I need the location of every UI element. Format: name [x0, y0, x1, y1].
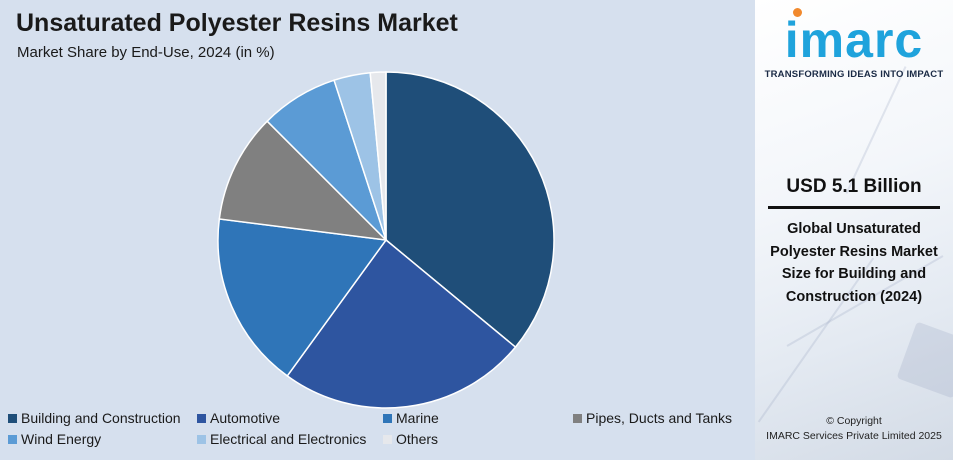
legend-item-pipes-ducts-tanks: Pipes, Ducts and Tanks	[573, 410, 732, 426]
divider	[768, 206, 940, 209]
legend-item-electrical-electronics: Electrical and Electronics	[197, 431, 366, 447]
legend-label: Pipes, Ducts and Tanks	[586, 410, 733, 426]
chart-panel: Unsaturated Polyester Resins Market Mark…	[8, 9, 753, 454]
legend-label: Others	[396, 431, 439, 447]
pie-slice-marine	[217, 218, 388, 377]
legend-swatch	[8, 413, 17, 423]
legend-swatch	[8, 434, 17, 444]
info-sidebar: imarc TRANSFORMING IDEAS INTO IMPACT USD…	[755, 0, 953, 460]
legend-swatch	[573, 413, 582, 423]
logo-text: imarc	[784, 12, 924, 68]
copyright: © Copyright IMARC Services Private Limit…	[755, 414, 953, 444]
legend-swatch	[197, 413, 206, 423]
market-value: USD 5.1 Billion	[786, 176, 922, 197]
legend-swatch	[383, 413, 392, 423]
legend-label: Electrical and Electronics	[210, 431, 367, 447]
pie-chart	[217, 71, 555, 409]
logo-dot-icon	[792, 8, 802, 17]
pie-slice-pipes-ducts-and-tanks	[218, 120, 389, 242]
imarc-logo: imarc TRANSFORMING IDEAS INTO IMPACT	[755, 8, 953, 80]
legend-label: Automotive	[210, 410, 281, 426]
legend-swatch	[197, 434, 206, 444]
legend-item-marine: Marine	[383, 410, 439, 426]
legend-item-building-construction: Building and Construction	[8, 410, 181, 426]
pie-slice-others	[369, 71, 387, 241]
copyright-line-1: © Copyright	[826, 415, 882, 427]
decorative-shape	[896, 321, 953, 399]
pie-slice-building-and-construction	[385, 71, 555, 349]
chart-legend: Building and Construction Automotive Mar…	[8, 410, 753, 454]
legend-item-wind-energy: Wind Energy	[8, 431, 101, 447]
logo-tagline: TRANSFORMING IDEAS INTO IMPACT	[764, 69, 944, 80]
legend-label: Marine	[396, 410, 439, 426]
copyright-line-2: IMARC Services Private Limited 2025	[766, 430, 942, 442]
legend-item-automotive: Automotive	[197, 410, 280, 426]
legend-swatch	[383, 434, 392, 444]
chart-subtitle: Market Share by End-Use, 2024 (in %)	[17, 44, 275, 61]
pie-slice-automotive	[286, 238, 517, 409]
legend-label: Wind Energy	[21, 431, 102, 447]
decorative-line	[845, 66, 907, 194]
legend-label: Building and Construction	[21, 410, 181, 426]
legend-item-others: Others	[383, 431, 438, 447]
market-description: Global Unsaturated Polyester Resins Mark…	[770, 221, 938, 305]
page-title: Unsaturated Polyester Resins Market	[16, 9, 458, 37]
